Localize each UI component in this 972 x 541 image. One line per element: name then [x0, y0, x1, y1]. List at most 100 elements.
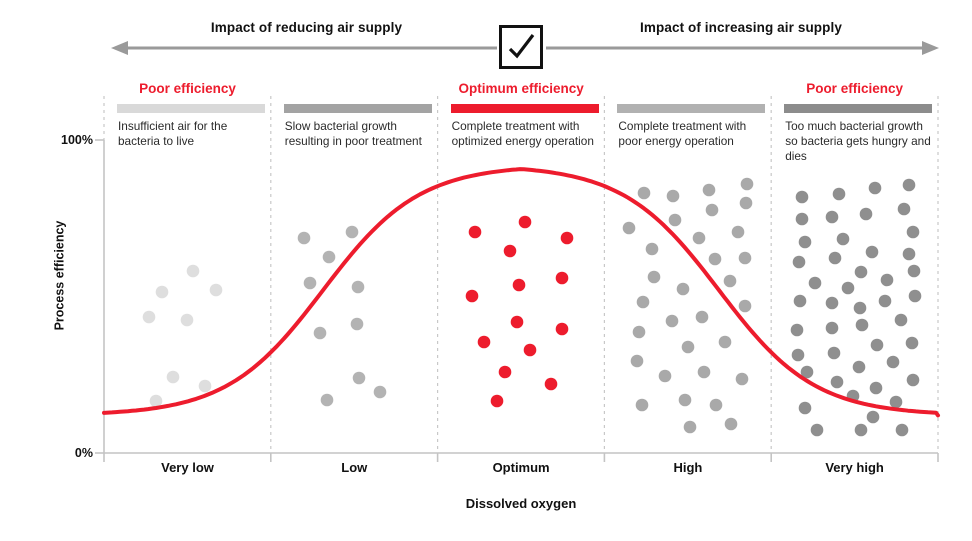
bacteria-dot: [373, 385, 387, 399]
zone-swatch: [117, 104, 265, 113]
reducing-air-supply-label: Impact of reducing air supply: [210, 20, 403, 35]
zone-high: Complete treatment with poor energy oper…: [604, 0, 771, 541]
bacteria-dot: [678, 393, 692, 407]
zone-dots-optimum: [465, 215, 574, 408]
zone-swatch: [283, 104, 432, 113]
bacteria-dot: [866, 410, 880, 424]
bacteria-dot: [739, 196, 753, 210]
bacteria-dot: [303, 276, 317, 290]
bacteria-dot: [908, 289, 922, 303]
bacteria-dot: [468, 225, 482, 239]
bacteria-dot: [705, 203, 719, 217]
bacteria-dot: [352, 371, 366, 385]
bacteria-dot: [895, 423, 909, 437]
bacteria-dot: [897, 202, 911, 216]
bacteria-dot: [490, 394, 504, 408]
bacteria-dot: [142, 310, 156, 324]
zone-description: Insufficient air for the bacteria to liv…: [118, 119, 228, 148]
bacteria-dot: [709, 398, 723, 412]
bacteria-dot: [665, 314, 679, 328]
bacteria-dot: [149, 394, 163, 408]
bacteria-dot: [668, 213, 682, 227]
bacteria-dot: [902, 247, 916, 261]
bacteria-dot: [889, 395, 903, 409]
bacteria-dot: [666, 189, 680, 203]
bacteria-dot: [827, 346, 841, 360]
bacteria-dot: [825, 321, 839, 335]
zone-optimum: Optimum efficiency Complete treatment wi…: [438, 0, 605, 541]
x-tick-label-very-high: Very high: [825, 460, 884, 475]
left-arrowhead: [111, 41, 128, 55]
bacteria-dot: [735, 372, 749, 386]
efficiency-curve: [102, 167, 940, 418]
bacteria-dot: [808, 276, 822, 290]
bacteria-dot: [322, 250, 336, 264]
bacteria-dot: [645, 242, 659, 256]
bacteria-dot: [697, 365, 711, 379]
bacteria-dot: [790, 323, 804, 337]
bacteria-dot: [795, 190, 809, 204]
bacteria-dot: [853, 301, 867, 315]
zone-dots-very-low: [142, 264, 223, 408]
zone-very-low: Poor efficiency Insufficient air for the…: [104, 0, 271, 541]
x-axis-title: Dissolved oxygen: [465, 496, 577, 511]
bacteria-dot: [855, 318, 869, 332]
increasing-air-supply-label: Impact of increasing air supply: [640, 20, 842, 35]
bacteria-dot: [886, 355, 900, 369]
bacteria-dot: [166, 370, 180, 384]
bacteria-dot: [630, 354, 644, 368]
zone-dots-very-high: [790, 178, 922, 437]
checkbox-icon: [499, 25, 543, 69]
bacteria-dot: [658, 369, 672, 383]
bacteria-dot: [731, 225, 745, 239]
bacteria-dot: [622, 221, 636, 235]
bacteria-dot: [738, 251, 752, 265]
bacteria-dot: [854, 423, 868, 437]
bacteria-dot: [477, 335, 491, 349]
bacteria-dot: [510, 315, 524, 329]
y-axis-title: Process efficiency: [52, 220, 67, 331]
bacteria-dot: [523, 343, 537, 357]
bacteria-dot: [869, 381, 883, 395]
bacteria-dot: [351, 280, 365, 294]
bacteria-dot: [859, 207, 873, 221]
bacteria-dot: [692, 231, 706, 245]
zone-description: Complete treatment with poor energy oper…: [618, 119, 747, 148]
bacteria-dot: [555, 271, 569, 285]
bacteria-dot: [852, 360, 866, 374]
x-tick-label-very-low: Very low: [161, 460, 214, 475]
bacteria-dot: [297, 231, 311, 245]
zone-dots-high: [622, 177, 754, 434]
bacteria-dot: [350, 317, 364, 331]
zone-dots-low: [297, 225, 387, 407]
bacteria-dot: [198, 379, 212, 393]
bacteria-dot: [155, 285, 169, 299]
bacteria-dot: [792, 255, 806, 269]
bacteria-dot: [555, 322, 569, 336]
bacteria-dot: [880, 273, 894, 287]
bacteria-dot: [632, 325, 646, 339]
bacteria-dot: [498, 365, 512, 379]
bacteria-dot: [512, 278, 526, 292]
bacteria-dot: [798, 401, 812, 415]
bacteria-dot: [832, 187, 846, 201]
bacteria-dot: [718, 335, 732, 349]
zone-heading: Poor efficiency: [806, 81, 903, 96]
bacteria-dot: [905, 336, 919, 350]
bacteria-dot: [810, 423, 824, 437]
bacteria-dot: [907, 264, 921, 278]
bacteria-dot: [637, 186, 651, 200]
bacteria-dot: [738, 299, 752, 313]
bacteria-dot: [830, 375, 844, 389]
checkmark-icon: [508, 34, 535, 59]
bacteria-dot: [320, 393, 334, 407]
bacteria-dot: [503, 244, 517, 258]
bacteria-dot: [186, 264, 200, 278]
bacteria-dot: [825, 210, 839, 224]
bacteria-dot: [740, 177, 754, 191]
bacteria-dot: [795, 212, 809, 226]
bacteria-dot: [828, 251, 842, 265]
bacteria-dot: [636, 295, 650, 309]
bacteria-dot: [681, 340, 695, 354]
bacteria-dot: [209, 283, 223, 297]
